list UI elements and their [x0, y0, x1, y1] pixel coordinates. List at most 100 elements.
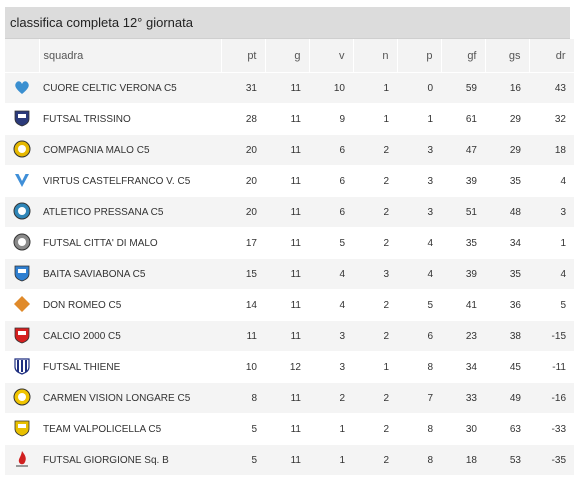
points-cell: 31	[221, 72, 265, 104]
lost-cell: 5	[397, 289, 441, 321]
shield-crest-icon	[12, 418, 32, 438]
played-cell: 11	[265, 258, 309, 290]
goal-difference-cell: 5	[529, 289, 574, 321]
table-row[interactable]: FUTSAL THIENE 10 12 3 1 8 34 45 -11	[5, 351, 574, 383]
played-cell: 11	[265, 320, 309, 352]
played-cell: 11	[265, 165, 309, 197]
column-header-logo	[5, 39, 40, 73]
drawn-cell: 2	[353, 134, 397, 166]
goals-for-cell: 18	[441, 444, 485, 475]
points-cell: 5	[221, 444, 265, 475]
lost-cell: 8	[397, 351, 441, 383]
column-header-lost[interactable]: p	[397, 39, 442, 73]
table-row[interactable]: DON ROMEO C5 14 11 4 2 5 41 36 5	[5, 289, 574, 321]
column-header-points[interactable]: pt	[221, 39, 266, 73]
team-name-cell[interactable]: CALCIO 2000 C5	[39, 320, 221, 352]
lost-cell: 3	[397, 165, 441, 197]
standings-panel: classifica completa 12° giornata squadra…	[5, 7, 575, 475]
played-cell: 11	[265, 289, 309, 321]
team-name-cell[interactable]: FUTSAL CITTA' DI MALO	[39, 227, 221, 259]
team-name-cell[interactable]: ATLETICO PRESSANA C5	[39, 196, 221, 228]
table-header-row: squadra pt g v n p gf gs dr	[5, 39, 575, 73]
team-logo-cell	[5, 351, 39, 383]
team-logo-cell	[5, 289, 39, 321]
column-header-drawn[interactable]: n	[353, 39, 398, 73]
table-row[interactable]: CARMEN VISION LONGARE C5 8 11 2 2 7 33 49 -16	[5, 382, 574, 414]
team-name-cell[interactable]: FUTSAL GIORGIONE Sq. B	[39, 444, 221, 475]
goal-difference-cell: -11	[529, 351, 574, 383]
goal-difference-cell: 32	[529, 103, 574, 135]
column-header-won[interactable]: v	[309, 39, 354, 73]
won-cell: 5	[309, 227, 353, 259]
drawn-cell: 2	[353, 289, 397, 321]
v-crest-icon	[12, 170, 32, 190]
table-row[interactable]: FUTSAL GIORGIONE Sq. B 5 11 1 2 8 18 53 -35	[5, 444, 574, 475]
team-name-cell[interactable]: COMPAGNIA MALO C5	[39, 134, 221, 166]
team-name-cell[interactable]: VIRTUS CASTELFRANCO V. C5	[39, 165, 221, 197]
column-header-goals-for[interactable]: gf	[441, 39, 486, 73]
table-row[interactable]: BAITA SAVIABONA C5 15 11 4 3 4 39 35 4	[5, 258, 574, 290]
team-name-cell[interactable]: FUTSAL TRISSINO	[39, 103, 221, 135]
team-logo-cell	[5, 444, 39, 475]
won-cell: 1	[309, 444, 353, 475]
shield-crest-icon	[12, 263, 32, 283]
goals-for-cell: 47	[441, 134, 485, 166]
diamond-crest-icon	[12, 294, 32, 314]
standings-table: squadra pt g v n p gf gs dr CUORE CELTIC…	[5, 39, 575, 475]
column-header-goal-difference[interactable]: dr	[529, 39, 575, 73]
team-logo-cell	[5, 382, 39, 414]
goal-difference-cell: 4	[529, 258, 574, 290]
striped-shield-icon	[12, 356, 32, 376]
played-cell: 11	[265, 382, 309, 414]
table-row[interactable]: CUORE CELTIC VERONA C5 31 11 10 1 0 59 16 43	[5, 72, 574, 104]
team-logo-cell	[5, 103, 39, 135]
goal-difference-cell: -15	[529, 320, 574, 352]
lost-cell: 8	[397, 444, 441, 475]
round-crest-icon	[12, 232, 32, 252]
team-name-cell[interactable]: FUTSAL THIENE	[39, 351, 221, 383]
flame-crest-icon	[12, 449, 32, 469]
table-row[interactable]: FUTSAL CITTA' DI MALO 17 11 5 2 4 35 34 1	[5, 227, 574, 259]
team-logo-cell	[5, 258, 39, 290]
goals-against-cell: 63	[485, 413, 529, 445]
team-name-cell[interactable]: CARMEN VISION LONGARE C5	[39, 382, 221, 414]
goals-against-cell: 29	[485, 134, 529, 166]
goal-difference-cell: 18	[529, 134, 574, 166]
team-logo-cell	[5, 165, 39, 197]
goals-against-cell: 16	[485, 72, 529, 104]
lost-cell: 1	[397, 103, 441, 135]
drawn-cell: 1	[353, 103, 397, 135]
column-header-played[interactable]: g	[265, 39, 310, 73]
goals-against-cell: 49	[485, 382, 529, 414]
shield-crest-icon	[12, 108, 32, 128]
table-row[interactable]: CALCIO 2000 C5 11 11 3 2 6 23 38 -15	[5, 320, 574, 352]
team-name-cell[interactable]: DON ROMEO C5	[39, 289, 221, 321]
column-header-goals-against[interactable]: gs	[485, 39, 530, 73]
points-cell: 28	[221, 103, 265, 135]
team-name-cell[interactable]: BAITA SAVIABONA C5	[39, 258, 221, 290]
column-header-team[interactable]: squadra	[39, 39, 222, 73]
table-row[interactable]: VIRTUS CASTELFRANCO V. C5 20 11 6 2 3 39 35 4	[5, 165, 574, 197]
table-row[interactable]: COMPAGNIA MALO C5 20 11 6 2 3 47 29 18	[5, 134, 574, 166]
goal-difference-cell: 43	[529, 72, 574, 104]
drawn-cell: 2	[353, 227, 397, 259]
goal-difference-cell: 4	[529, 165, 574, 197]
played-cell: 11	[265, 103, 309, 135]
goals-for-cell: 30	[441, 413, 485, 445]
team-name-cell[interactable]: CUORE CELTIC VERONA C5	[39, 72, 221, 104]
table-row[interactable]: TEAM VALPOLICELLA C5 5 11 1 2 8 30 63 -33	[5, 413, 574, 445]
drawn-cell: 2	[353, 382, 397, 414]
heart-crest-icon	[12, 77, 32, 97]
table-row[interactable]: ATLETICO PRESSANA C5 20 11 6 2 3 51 48 3	[5, 196, 574, 228]
goals-against-cell: 38	[485, 320, 529, 352]
round-crest-icon	[12, 387, 32, 407]
table-row[interactable]: FUTSAL TRISSINO 28 11 9 1 1 61 29 32	[5, 103, 574, 135]
team-name-cell[interactable]: TEAM VALPOLICELLA C5	[39, 413, 221, 445]
team-logo-cell	[5, 134, 39, 166]
drawn-cell: 2	[353, 444, 397, 475]
played-cell: 12	[265, 351, 309, 383]
lost-cell: 4	[397, 227, 441, 259]
team-logo-cell	[5, 320, 39, 352]
won-cell: 3	[309, 351, 353, 383]
played-cell: 11	[265, 227, 309, 259]
